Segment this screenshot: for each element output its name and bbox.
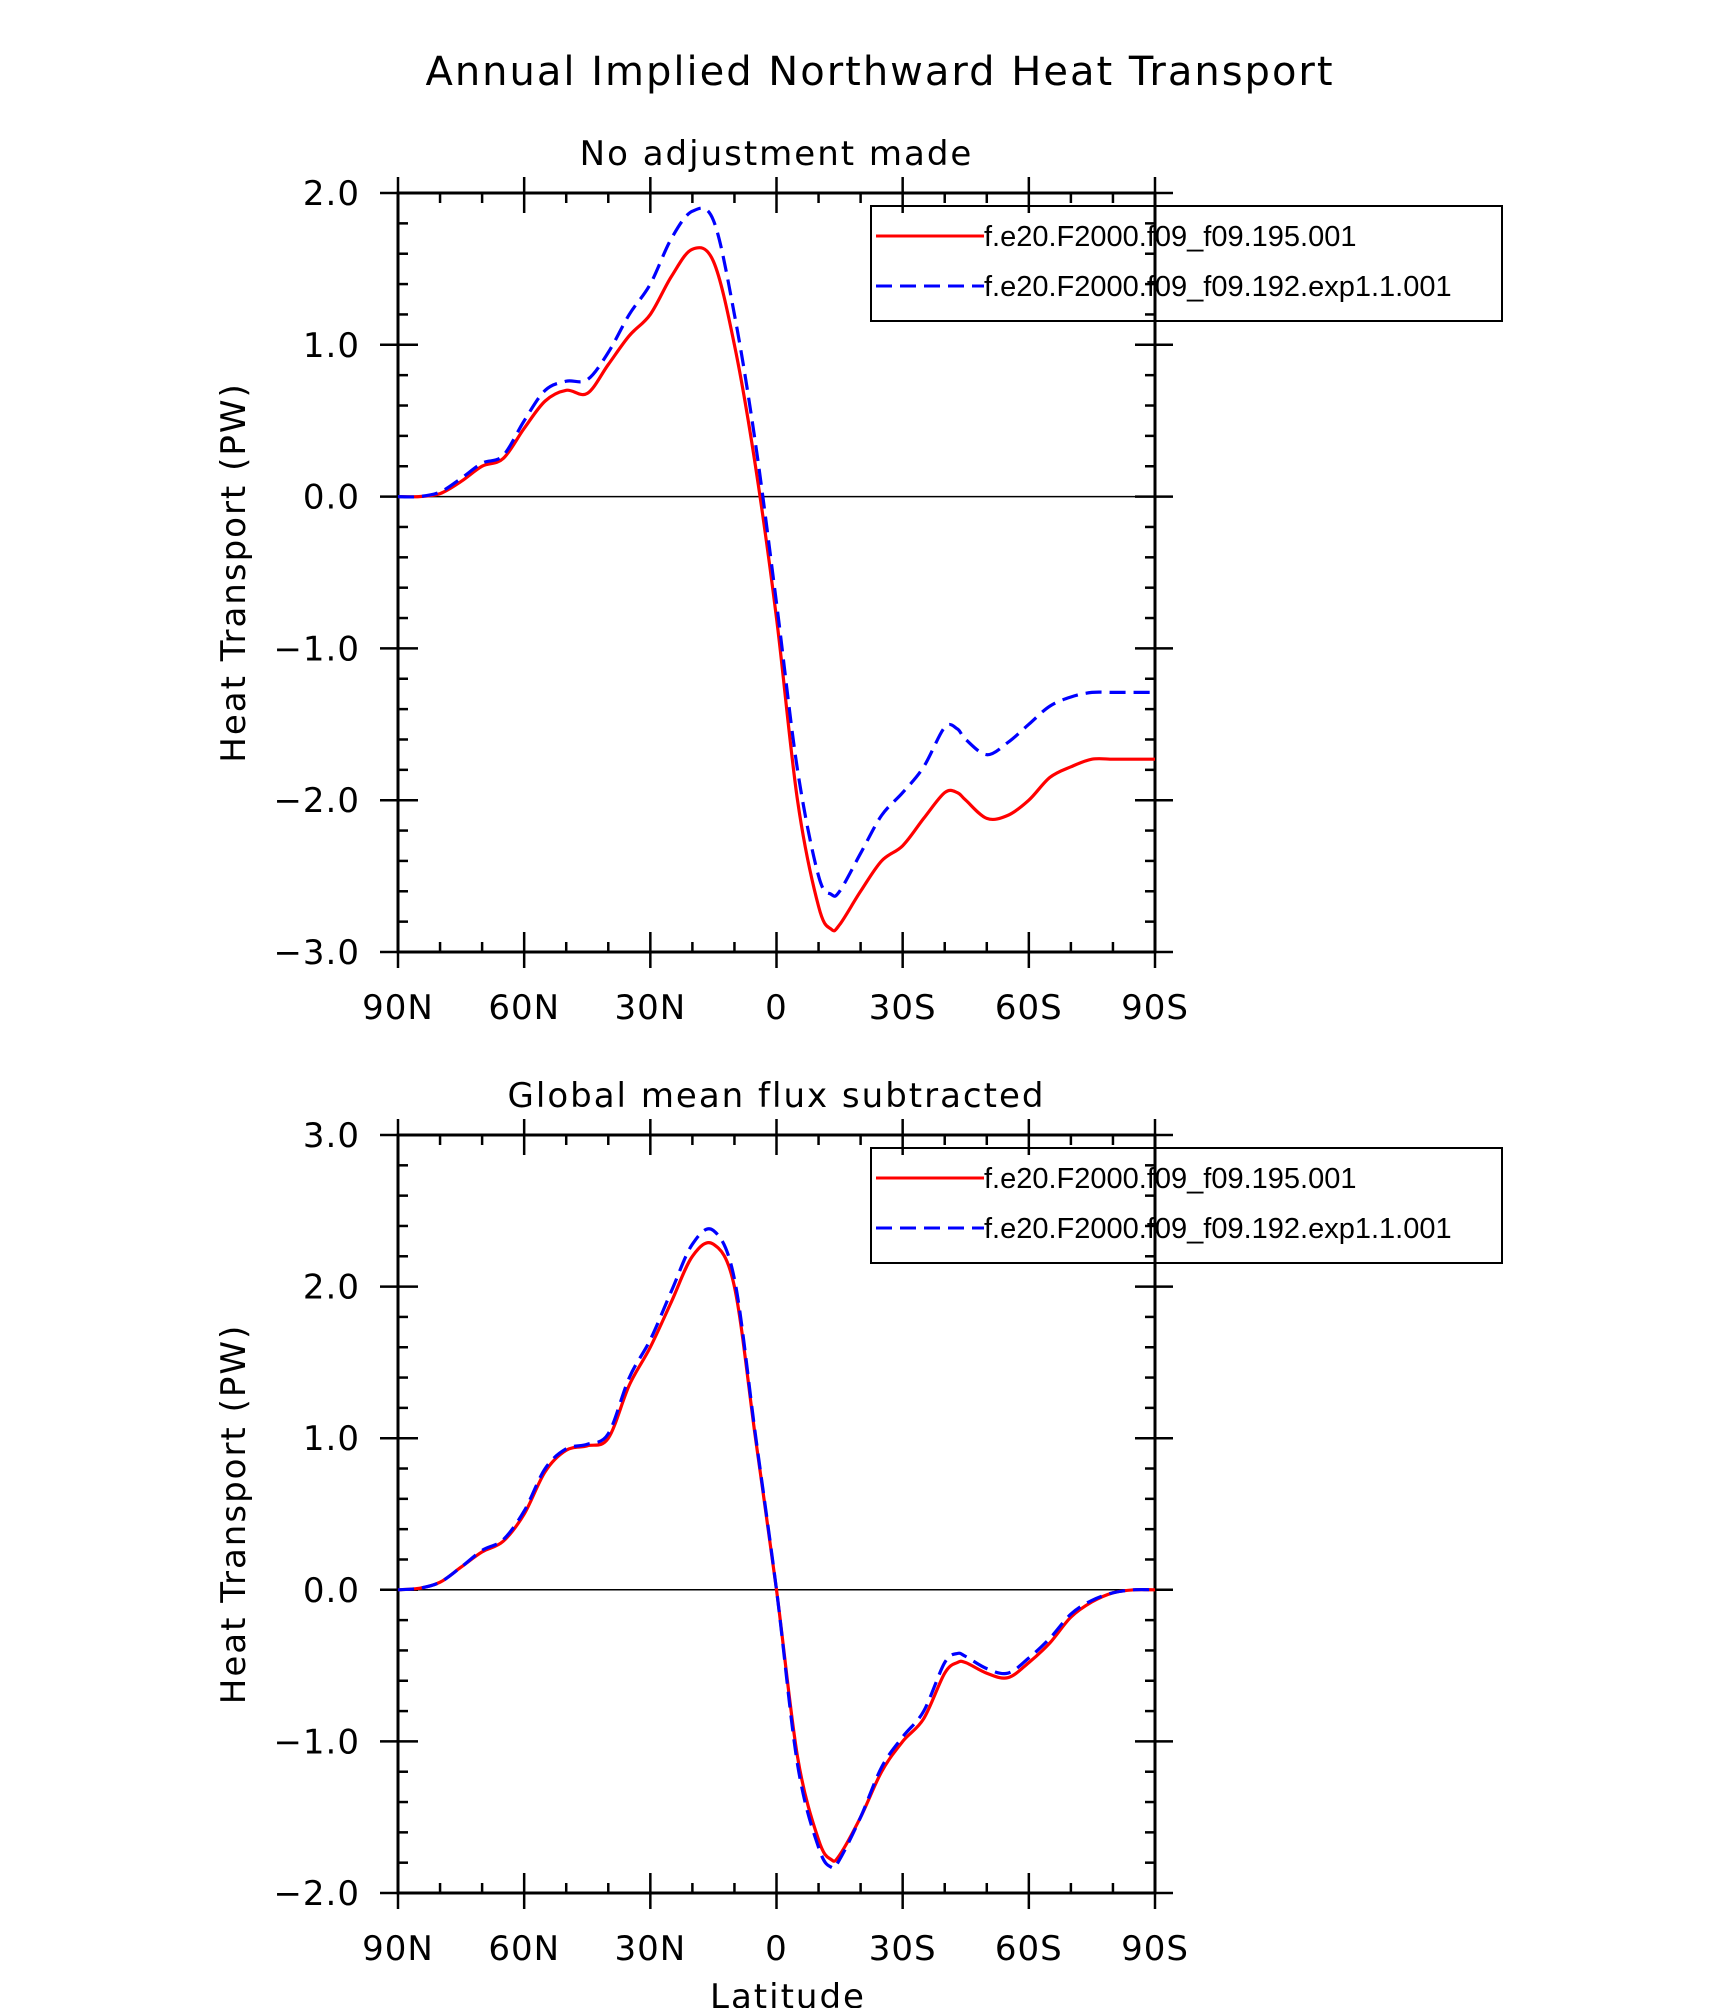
legend-label: f.e20.F2000.f09_f09.192.exp1.1.001 (984, 271, 1452, 303)
x-tick-label: 90N (362, 988, 434, 1028)
panels: No adjustment made Heat Transport (PW) 90N… (214, 134, 1503, 1969)
chart-panel-1: No adjustment made Heat Transport (PW) 90N… (214, 134, 1503, 1028)
x-tick-label: 30S (869, 1929, 937, 1969)
y-tick-label: 1.0 (303, 326, 360, 366)
y-tick-label: −1.0 (273, 629, 360, 669)
legend: f.e20.F2000.f09_f09.195.001 f.e20.F2000.f… (870, 1147, 1503, 1264)
x-axis-label: Latitude (710, 1977, 866, 2008)
panel-title: Global mean flux subtracted (508, 1076, 1046, 1116)
series-line-1 (397, 1240, 1156, 1863)
chart-panel-2: Global mean flux subtracted Heat Transpor… (214, 1076, 1503, 1969)
series-line-1 (397, 246, 1155, 933)
y-axis-label: Heat Transport (PW) (214, 1324, 254, 1704)
y-axis-label: Heat Transport (PW) (214, 382, 254, 762)
y-tick-label: −3.0 (273, 933, 360, 973)
y-tick-label: 0.0 (303, 1571, 360, 1611)
y-tick-label: −1.0 (273, 1722, 360, 1762)
plot-frame (396, 191, 1157, 954)
x-tick-label: 60N (488, 988, 560, 1028)
legend-label: f.e20.F2000.f09_f09.195.001 (984, 221, 1356, 253)
x-tick-label: 0 (765, 988, 788, 1028)
y-tick-label: 2.0 (303, 174, 360, 214)
legend-label: f.e20.F2000.f09_f09.195.001 (984, 1163, 1356, 1195)
legend-box (870, 205, 1503, 322)
figure-title: Annual Implied Northward Heat Transport (425, 49, 1334, 95)
legend: f.e20.F2000.f09_f09.195.001 f.e20.F2000.f… (870, 205, 1503, 322)
series-line-2 (397, 206, 1155, 898)
y-tick-label: −2.0 (273, 781, 360, 821)
plot-frame (396, 1133, 1157, 1895)
panel-title: No adjustment made (580, 134, 974, 174)
y-tick-label: 0.0 (303, 478, 360, 518)
x-tick-label: 0 (765, 1929, 788, 1969)
x-tick-label: 90N (362, 1929, 434, 1969)
series-line-2 (397, 1227, 1156, 1870)
x-tick-label: 30N (614, 988, 686, 1028)
y-tick-label: 2.0 (303, 1268, 360, 1308)
x-tick-label: 60S (995, 1929, 1063, 1969)
x-tick-label: 90S (1121, 1929, 1189, 1969)
x-tick-label: 30N (614, 1929, 686, 1969)
x-tick-label: 60S (995, 988, 1063, 1028)
y-tick-label: 3.0 (303, 1116, 360, 1156)
legend-box (870, 1147, 1503, 1264)
x-tick-label: 30S (869, 988, 937, 1028)
x-tick-label: 60N (488, 1929, 560, 1969)
y-tick-label: 1.0 (303, 1419, 360, 1459)
y-tick-label: −2.0 (273, 1874, 360, 1914)
legend-label: f.e20.F2000.f09_f09.192.exp1.1.001 (984, 1213, 1452, 1245)
x-tick-label: 90S (1121, 988, 1189, 1028)
